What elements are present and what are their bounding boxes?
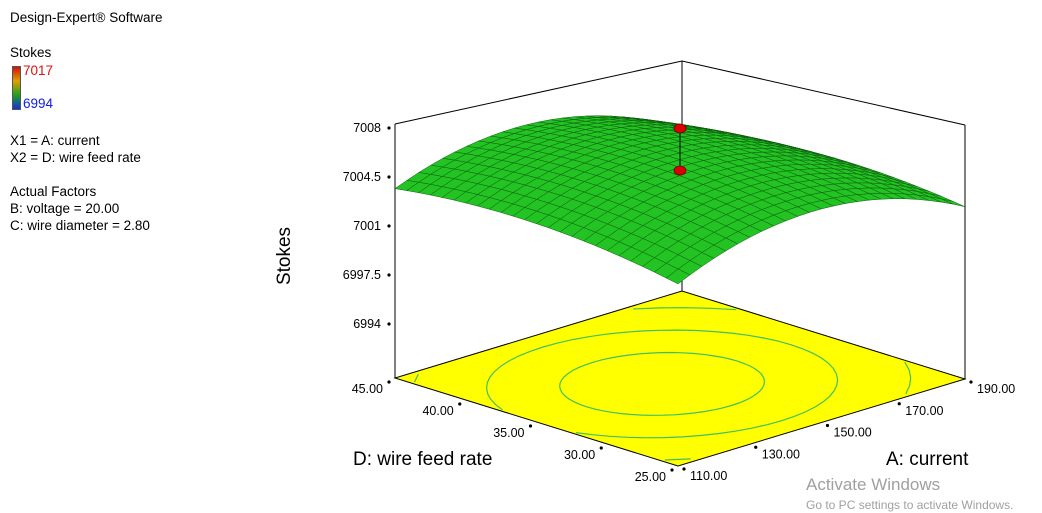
surface-cell bbox=[941, 198, 966, 207]
x-axis-title: A: current bbox=[886, 449, 969, 470]
x-tick-label: 130.00 bbox=[762, 447, 800, 461]
design-point bbox=[673, 123, 687, 134]
y-tick-mark bbox=[670, 468, 674, 472]
response-surface bbox=[394, 115, 966, 285]
z-tick-label: 7001 bbox=[353, 219, 381, 233]
contour-line bbox=[559, 351, 766, 416]
factor-x2: X2 = D: wire feed rate bbox=[10, 150, 141, 165]
color-legend-bar bbox=[12, 66, 21, 110]
y-tick-mark bbox=[387, 380, 391, 384]
z-tick-mark bbox=[387, 224, 391, 228]
x-tick-label: 170.00 bbox=[905, 404, 943, 418]
y-tick-mark bbox=[458, 402, 462, 406]
z-tick-mark bbox=[387, 126, 391, 130]
y-tick-label: 25.00 bbox=[635, 470, 666, 484]
floor-plane bbox=[393, 290, 967, 467]
y-tick-mark bbox=[528, 424, 533, 428]
y-tick-mark bbox=[599, 446, 603, 450]
x-tick-label: 110.00 bbox=[690, 469, 727, 483]
z-tick-label: 7008 bbox=[353, 121, 381, 135]
y-tick-label: 45.00 bbox=[352, 382, 383, 396]
watermark-title: Activate Windows bbox=[806, 475, 941, 494]
y-tick-label: 35.00 bbox=[493, 426, 524, 440]
top-frame bbox=[394, 60, 966, 126]
y-tick-label: 40.00 bbox=[422, 404, 453, 418]
legend-title: Stokes bbox=[10, 45, 52, 60]
actual-factors-title: Actual Factors bbox=[10, 184, 97, 199]
z-tick-label: 6994 bbox=[353, 317, 381, 331]
x-tick-label: 190.00 bbox=[977, 382, 1015, 396]
z-tick-label: 7004.5 bbox=[343, 170, 381, 184]
contour-line bbox=[485, 329, 839, 439]
x-tick-mark bbox=[754, 445, 758, 449]
z-tick-mark bbox=[387, 273, 391, 277]
factor-x1: X1 = A: current bbox=[10, 133, 100, 148]
x-tick-label: 150.00 bbox=[834, 426, 872, 440]
y-axis-title: D: wire feed rate bbox=[353, 449, 492, 470]
legend-low-value: 6994 bbox=[23, 96, 54, 111]
watermark-subtitle: Go to PC settings to activate Windows. bbox=[806, 498, 1014, 512]
design-point bbox=[673, 165, 687, 176]
x-tick-mark bbox=[969, 380, 973, 384]
z-axis-title: Stokes bbox=[274, 227, 295, 285]
z-tick-label: 6997.5 bbox=[343, 268, 381, 282]
z-tick-mark bbox=[387, 322, 391, 326]
y-tick-label: 30.00 bbox=[564, 448, 595, 462]
x-tick-mark bbox=[825, 423, 830, 428]
factor-c: C: wire diameter = 2.80 bbox=[10, 218, 150, 233]
x-tick-mark bbox=[682, 467, 686, 471]
z-tick-mark bbox=[387, 175, 391, 179]
contour-line bbox=[413, 307, 912, 461]
legend-high-value: 7017 bbox=[23, 63, 54, 78]
x-tick-mark bbox=[897, 402, 901, 406]
factor-b: B: voltage = 20.00 bbox=[10, 201, 120, 216]
software-name: Design-Expert® Software bbox=[10, 10, 163, 25]
